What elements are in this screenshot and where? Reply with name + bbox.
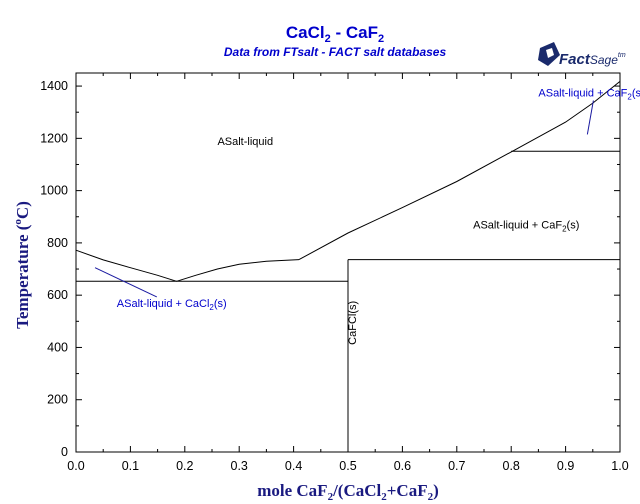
y-axis-title: Temperature (oC) bbox=[12, 201, 32, 329]
x-tick-label: 0.1 bbox=[122, 459, 139, 473]
pointer-ASalt-liquid-CaCl2-s bbox=[94, 267, 158, 298]
chart-subtitle: Data from FTsalt - FACT salt databases bbox=[224, 45, 447, 59]
x-tick-label: 1.0 bbox=[611, 459, 628, 473]
y-tick-label: 1000 bbox=[40, 184, 68, 198]
y-tick-label: 800 bbox=[47, 236, 68, 250]
label-CaFCl-s: CaFCl(s) bbox=[347, 301, 359, 345]
x-tick-label: 0.5 bbox=[339, 459, 356, 473]
boundary-liquidus-middle bbox=[176, 259, 300, 282]
y-tick-label: 0 bbox=[61, 445, 68, 459]
boundary-liquidus-left bbox=[75, 249, 177, 282]
x-tick-label: 0.2 bbox=[176, 459, 193, 473]
pointer-ASalt-liquid-CaF2-s2 bbox=[586, 100, 594, 135]
factsage-logo-icon bbox=[538, 42, 560, 66]
x-tick-label: 0.8 bbox=[503, 459, 520, 473]
label-ASalt-liquid-CaF2-s2: ASalt-liquid + CaF2(s2) bbox=[538, 88, 640, 102]
region-labels: ASalt-liquid ASalt-liquid + CaF2(s) ASalt-… bbox=[94, 88, 640, 345]
logo-text: FactSagetm bbox=[559, 51, 626, 68]
x-tick-label: 0.6 bbox=[394, 459, 411, 473]
y-tick-label: 600 bbox=[47, 288, 68, 302]
x-tick-label: 0.9 bbox=[557, 459, 574, 473]
factsage-logo: FactSagetm bbox=[538, 42, 626, 68]
label-ASalt-liquid: ASalt-liquid bbox=[217, 136, 273, 148]
y-tick-label: 400 bbox=[47, 340, 68, 354]
y-tick-label: 1400 bbox=[40, 79, 68, 93]
chart-title: CaCl2 - CaF2 bbox=[286, 23, 384, 45]
x-tick-label: 0.4 bbox=[285, 459, 302, 473]
y-tick-label: 1200 bbox=[40, 131, 68, 145]
y-tick-label: 200 bbox=[47, 393, 68, 407]
label-ASalt-liquid-CaF2-s: ASalt-liquid + CaF2(s) bbox=[473, 220, 579, 234]
x-tick-label: 0.7 bbox=[448, 459, 465, 473]
phase-boundaries bbox=[75, 81, 621, 452]
boundary-liquidus-right bbox=[298, 81, 621, 261]
axis-ticks: 0.0 0.1 0.2 0.3 0.4 0.5 0.6 0.7 0.8 0.9 1.0 0 200 400… bbox=[40, 73, 629, 473]
x-axis-title: mole CaF2/(CaCl2+CaF2) bbox=[257, 481, 439, 503]
x-tick-label: 0.3 bbox=[231, 459, 248, 473]
x-tick-label: 0.0 bbox=[67, 459, 84, 473]
label-ASalt-liquid-CaCl2-s: ASalt-liquid + CaCl2(s) bbox=[117, 298, 227, 312]
